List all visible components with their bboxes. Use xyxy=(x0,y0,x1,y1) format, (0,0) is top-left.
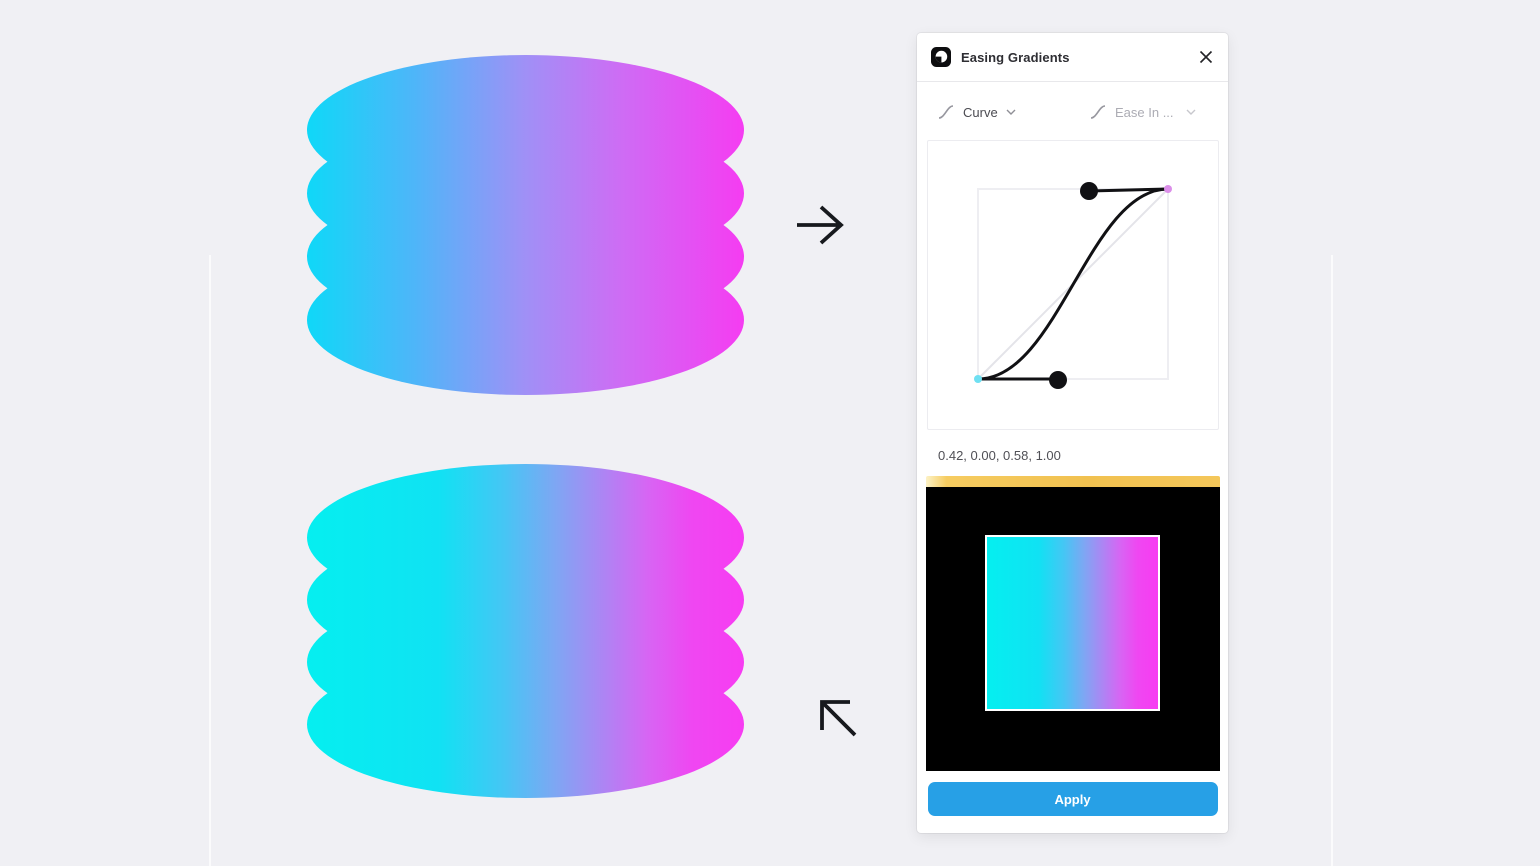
preview-background xyxy=(925,487,1220,771)
bezier-grid-square xyxy=(976,188,1169,380)
controls-row: Curve Ease In ... xyxy=(917,82,1228,128)
bezier-curve xyxy=(976,187,1169,381)
frame-edge-left xyxy=(209,255,211,866)
control-point-1[interactable] xyxy=(1048,371,1067,389)
gradient-preview xyxy=(925,476,1220,771)
gradient-blob-linear[interactable] xyxy=(307,55,744,395)
dropdown-curve-type[interactable]: Curve xyxy=(937,104,1089,120)
dropdown-easing-preset[interactable]: Ease In ... xyxy=(1089,104,1196,120)
arrow-up-left-icon[interactable] xyxy=(816,696,860,740)
apply-button[interactable]: Apply xyxy=(927,782,1218,816)
gradient-start-point xyxy=(973,375,982,383)
close-icon xyxy=(1199,50,1213,64)
handle-line-end xyxy=(1088,187,1168,193)
plugin-logo-icon xyxy=(931,47,951,67)
preview-gradient-square xyxy=(984,535,1160,711)
dropdown-label: Curve xyxy=(963,104,998,120)
dropdown-label: Ease In ... xyxy=(1115,104,1174,120)
close-button[interactable] xyxy=(1198,49,1214,65)
preview-highlight-bar xyxy=(925,476,1220,487)
panel-header: Easing Gradients xyxy=(917,33,1228,82)
control-point-2[interactable] xyxy=(1079,182,1098,200)
bezier-canvas xyxy=(973,182,1172,389)
panel-title: Easing Gradients xyxy=(961,49,1070,65)
chevron-down-icon xyxy=(1006,109,1016,115)
easing-gradients-plugin-panel: Easing Gradients Curve xyxy=(917,33,1228,833)
bezier-curve-editor[interactable] xyxy=(926,140,1219,430)
bezier-values: 0.42, 0.00, 0.58, 1.00 xyxy=(938,448,1061,463)
frame-edge-right xyxy=(1331,255,1333,866)
arrow-right-icon[interactable] xyxy=(794,202,846,248)
chevron-down-icon xyxy=(1186,109,1196,115)
curve-icon xyxy=(938,105,954,119)
gradient-blob-eased[interactable] xyxy=(307,464,744,798)
curve-icon xyxy=(1090,105,1106,119)
gradient-end-point xyxy=(1163,185,1172,193)
